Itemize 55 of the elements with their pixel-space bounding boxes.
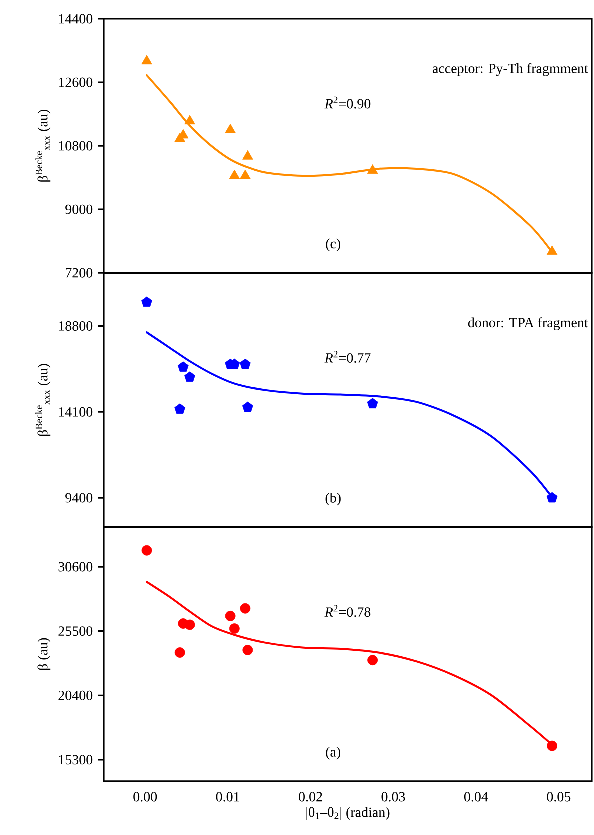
point (142, 55, 152, 65)
annotation: R$^{2}$=0.77 (324, 351, 371, 364)
y-axis-title: β$^{Becke}$$_{xxx}$ (au) (36, 364, 51, 436)
point (229, 624, 240, 634)
point (184, 620, 196, 630)
point (174, 648, 186, 658)
point (142, 545, 152, 556)
point (242, 645, 254, 656)
x-tick-label: 0.05 (547, 792, 571, 802)
point (240, 603, 251, 614)
x-tick-label: 0.01 (216, 792, 240, 802)
y-tick-label: 20400 (58, 690, 93, 700)
annotation: donor: TPA fragment (468, 318, 588, 330)
annotation: acceptor: Py-Th fragmment (432, 63, 588, 76)
point (184, 115, 196, 125)
point (242, 150, 254, 160)
annotation: R$^{2}$=0.90 (324, 96, 371, 109)
y-tick-label: 9400 (66, 493, 93, 503)
y-tick-label: 9000 (66, 204, 93, 214)
point (229, 170, 240, 180)
point (184, 372, 196, 382)
x-tick-label: 0.03 (382, 792, 406, 802)
x-tick-label: 0.02 (299, 792, 322, 802)
point (174, 404, 186, 414)
annotation: (b) (326, 492, 341, 506)
point (242, 402, 254, 412)
y-axis-title: β (au) (38, 638, 51, 670)
point (547, 740, 558, 752)
annotation: R$^{2}$=0.78 (324, 605, 371, 618)
y-tick-label: 18800 (59, 321, 93, 331)
point (546, 246, 558, 256)
annotation: (a) (326, 747, 341, 760)
y-tick-label: 12600 (59, 78, 93, 88)
point (240, 170, 251, 180)
point (225, 610, 236, 622)
y-tick-label: 10800 (59, 141, 93, 151)
point (178, 362, 189, 372)
point (367, 164, 378, 174)
point (368, 655, 378, 666)
y-tick-label: 14400 (59, 14, 93, 24)
y-axis-title: β$^{Becke}$$_{xxx}$ (au) (36, 110, 51, 182)
point (367, 398, 378, 409)
annotation: (c) (326, 238, 341, 252)
point (240, 358, 251, 370)
x-tick-label: 0.04 (464, 792, 488, 802)
y-tick-label: 14100 (59, 407, 93, 417)
point (142, 296, 152, 308)
y-tick-label: 25500 (58, 626, 93, 636)
y-tick-label: 7200 (66, 268, 93, 278)
point (225, 124, 236, 134)
y-tick-label: 30600 (58, 562, 93, 572)
x-tick-label: 0.00 (134, 792, 158, 802)
x-axis-title: |θ$_{1}$–θ$_{2}$| (radian) (306, 807, 390, 820)
point (546, 492, 558, 503)
y-tick-label: 15300 (59, 755, 93, 765)
